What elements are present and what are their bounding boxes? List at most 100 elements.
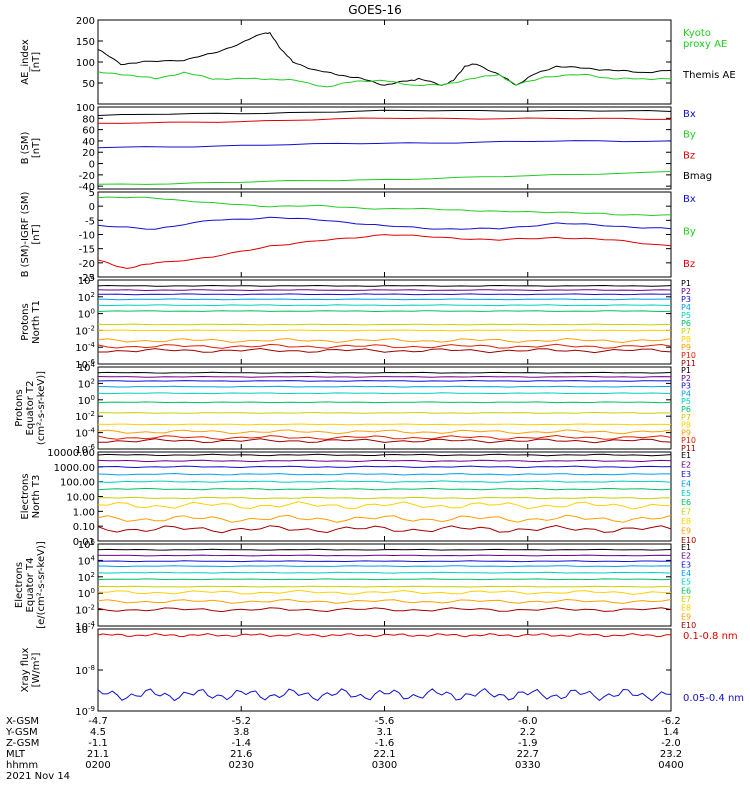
series-line-themis-ae [97,32,672,87]
y-tick-label: 102 [78,571,95,584]
legend-e8: E8 [681,604,691,613]
channel-line-p1 [97,284,672,287]
y-tick-label: 100 [78,394,95,407]
legend-p3: P3 [681,295,691,304]
channel-line-e5 [97,480,672,483]
y-tick-label: 60 [82,126,95,137]
legend-p7: P7 [681,327,691,336]
y-tick-label: -40 [79,182,95,193]
legend-p9: P9 [681,428,691,437]
y-tick-label: 40 [82,137,95,148]
ephem-value: 4.5 [90,727,106,738]
y-tick-label: 10-2 [75,410,95,423]
panel-8: 10-7 10-8 10-9 Xray flux [W/m²] 0.1-0.8 nm 0.0… [20,623,744,718]
y-axis-label: Protons [14,389,25,426]
y-axis-label: [e/(cm²-s-sr-keV)] [36,541,47,629]
channel-line-p4 [97,298,671,301]
legend-p5: P5 [681,397,691,406]
panel-frame [97,543,672,627]
ephem-value: 22.1 [373,749,395,760]
legend-e8: E8 [681,517,691,526]
y-tick-label: 102 [78,291,95,304]
legend-e2: E2 [681,460,691,469]
y-tick-label: 0.10 [73,522,95,533]
series-line-bx [97,216,672,230]
y-tick-label: 5 [89,188,95,199]
y-tick-label: -5 [85,216,95,227]
figure-title: GOES-16 [348,3,402,17]
ephem-row-label: MLT [6,749,26,760]
channel-line-p2 [97,289,672,292]
ephem-value: -1.1 [88,738,108,749]
channel-line-e3 [97,465,672,469]
legend-e1: E1 [681,451,691,460]
legend-p11: P11 [681,359,696,368]
y-tick-label: 0 [89,202,95,213]
series-line-0-05-0-4-nm [97,687,672,702]
channel-line-p10 [97,434,672,441]
ephem-value: 0200 [85,760,110,771]
y-tick-label: 200 [76,16,95,27]
legend-e7: E7 [681,508,691,517]
ephem-value: 23.2 [660,749,682,760]
legend-entry: Bx [683,109,696,120]
legend-e2: E2 [681,552,691,561]
ephem-value: -5.6 [375,716,395,727]
channel-line-p9 [97,429,672,435]
ephem-value: 21.6 [230,749,252,760]
channel-line-e7 [97,496,671,500]
channel-line-e8 [97,501,672,510]
legend-p7: P7 [681,413,691,422]
y-tick-label: 100 [78,587,95,600]
ephem-row-label: Y-GSM [5,727,38,738]
y-tick-label: 0.01 [73,537,95,548]
legend-p2: P2 [681,287,691,296]
y-axis-label: B (SM)-IGRF (SM) [20,192,31,278]
legend-e9: E9 [681,612,691,621]
legend-e3: E3 [681,560,691,569]
legend-entry: Bx [683,194,696,205]
legend-e4: E4 [681,569,691,578]
y-tick-label: 1000.00 [54,463,95,474]
y-tick-label: 10-4 [75,620,95,633]
y-tick-label: 80 [82,114,95,125]
ephem-value: -4.7 [88,716,108,727]
y-tick-label: 150 [76,37,95,48]
panel-5: 104 102 100 10-2 10-4 10-6 Protons Equator T2 (c… [14,361,696,456]
legend-entry: 0.05-0.4 nm [683,693,744,704]
legend-e6: E6 [681,498,691,507]
ephem-value: -6.2 [661,716,681,727]
legend-e3: E3 [681,470,691,479]
y-axis-label: Equator T4 [25,558,36,613]
ephem-value: 2.2 [520,727,536,738]
y-tick-label: -20 [79,259,95,270]
channel-line-p11 [98,438,672,444]
channel-line-e6 [97,578,672,581]
y-tick-label: 100 [78,308,95,321]
y-tick-label: -25 [79,273,95,284]
ephem-value: 0330 [515,760,540,771]
y-axis-label: Protons [20,303,31,340]
y-tick-label: 10-4 [75,427,95,440]
channel-line-p2 [97,375,672,378]
channel-line-e4 [97,565,672,568]
y-tick-label: 10-6 [75,443,95,456]
channel-line-p5 [97,392,672,395]
y-tick-label: 10-7 [75,623,95,636]
legend-p9: P9 [681,343,691,352]
channel-line-e2 [97,459,672,463]
legend-p8: P8 [681,421,691,430]
ephem-row-label: Z-GSM [6,738,39,749]
ephem-value: -1.4 [231,738,251,749]
legend-e10: E10 [681,621,696,630]
legend-e4: E4 [681,479,691,488]
legend-p6: P6 [681,319,691,328]
ephem-value: 1.4 [663,727,679,738]
legend-e6: E6 [681,586,691,595]
legend-p11: P11 [681,444,696,453]
y-axis-label: [W/m²] [31,652,42,687]
ephem-value: 0230 [229,760,254,771]
legend-entry: proxy AE [683,39,727,50]
channel-line-e10 [97,524,672,534]
